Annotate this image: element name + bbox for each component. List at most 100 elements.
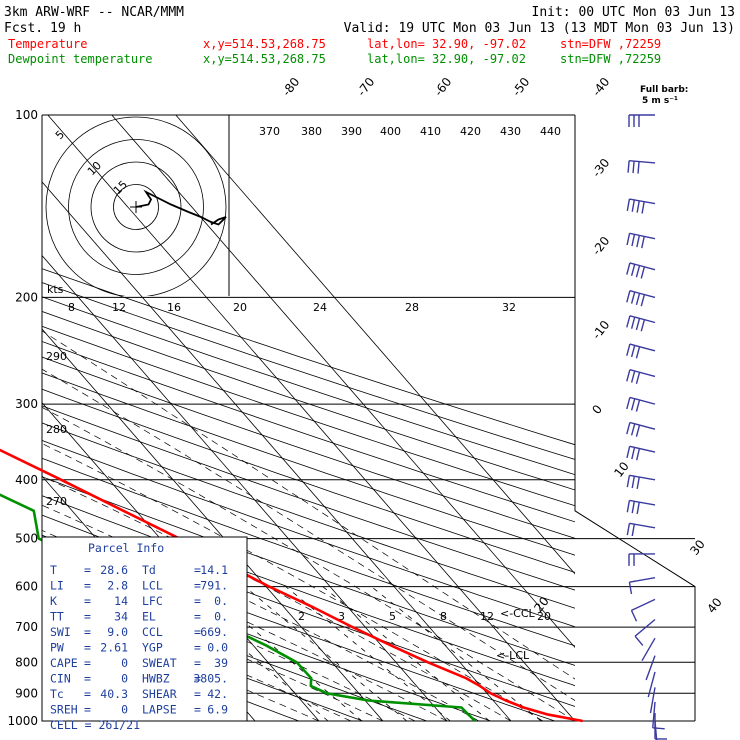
wind-barb-staff: [629, 499, 656, 506]
wind-barb-flag: [631, 476, 636, 489]
wind-barb-flag: [631, 524, 636, 537]
wind-barb-flag: [631, 447, 636, 460]
isotherm-label: -50: [509, 75, 532, 99]
parcel-row-value: 9.0: [107, 625, 128, 639]
wind-barb: [626, 343, 656, 359]
wind-barb-flag: [637, 161, 640, 174]
parcel-row-label: TT: [50, 610, 64, 624]
parcel-row-label: Td: [142, 563, 156, 577]
parcel-row-label: LCL: [142, 579, 163, 593]
parcel-row-label: SHEAR: [142, 687, 177, 701]
moist-adiabat: [42, 552, 416, 721]
wind-barb-staff: [634, 618, 656, 637]
theta-label: 440: [540, 125, 561, 138]
hodograph: 5 10 15 kts: [45, 115, 230, 296]
pressure-tick-label: 100: [15, 108, 38, 122]
isotherm-line: [47, 115, 575, 721]
barb-legend-title: Full barb:: [640, 85, 688, 95]
wind-barb-flag: [630, 398, 636, 411]
parcel-row-value: 3805.: [193, 672, 228, 686]
wind-barb-flag: [636, 448, 641, 461]
isotherm-line: [42, 181, 512, 721]
wind-barb: [626, 262, 656, 279]
wind-barb-flag: [635, 265, 641, 278]
wind-barb-flag: [626, 397, 631, 410]
parcel-row-value: 2.8: [107, 579, 128, 593]
wind-barb-flag: [626, 446, 631, 459]
parcel-info-background: [41, 536, 248, 722]
isotherm-label: 40: [704, 595, 724, 616]
wind-barb-flag: [635, 318, 641, 331]
parcel-row-value: 0.: [214, 610, 228, 624]
dry-adiabat: [42, 405, 575, 591]
parcel-row-equals: =: [194, 563, 201, 577]
parcel-row-value: 0: [121, 703, 128, 717]
parcel-row-equals: =: [84, 610, 91, 624]
parcel-row-equals: =: [194, 656, 201, 670]
wind-barb-flag: [632, 161, 635, 174]
speed-label: 12: [112, 301, 126, 314]
wind-barb-staff: [629, 522, 656, 529]
wind-barb-flag: [626, 500, 631, 513]
isotherm-label: 0: [589, 402, 605, 417]
init-time: Init: 00 UTC Mon 03 Jun 13: [532, 5, 736, 20]
isotherm-label: -70: [354, 75, 377, 99]
parcel-row-value: 28.6: [100, 563, 128, 577]
parcel-row-equals: =: [84, 703, 91, 717]
wind-barb-staff: [641, 637, 656, 662]
wind-barb-flag: [635, 293, 641, 306]
theta-label: 410: [420, 125, 441, 138]
wind-barb-flag: [640, 319, 646, 332]
wind-barb-flag: [630, 370, 636, 383]
hodograph-trace: [135, 189, 227, 226]
parcel-row-value: 6.9: [207, 703, 228, 717]
parcel-row-equals: =: [194, 610, 201, 624]
parcel-row-equals: =: [84, 641, 91, 655]
mixing-ratio-label: 8: [440, 610, 447, 623]
hodograph-ring: [90, 161, 182, 253]
wind-barb-staff: [631, 598, 656, 612]
wind-barb-flag: [631, 501, 636, 514]
hodograph-ring: [68, 139, 204, 275]
theta-label: 430: [500, 125, 521, 138]
parcel-row-equals: =: [194, 625, 201, 639]
dry-adiabat-label: 280: [46, 423, 67, 436]
parcel-row-equals: =: [84, 672, 91, 686]
wind-barb-flag: [626, 315, 631, 328]
wind-barb: [634, 618, 656, 646]
isotherm-label: -40: [589, 75, 612, 99]
wind-barb: [628, 114, 655, 127]
dew-latlon: lat,lon= 32.90, -97.02: [367, 52, 526, 66]
isotherm-label: -30: [589, 156, 612, 180]
parcel-row-label: PW: [50, 641, 64, 655]
parcel-row-value: 14: [114, 594, 128, 608]
dry-adiabat: [42, 296, 575, 476]
wind-barb-flag: [636, 502, 640, 515]
parcel-row-label: LFC: [142, 594, 163, 608]
parcel-row-value: 791.: [200, 579, 228, 593]
hodograph-ring-label: 15: [111, 178, 130, 197]
wind-barb-flag: [626, 369, 631, 382]
mixing-ratio-line: [285, 586, 451, 721]
level-markers: <-CCL <-LCL: [496, 607, 536, 662]
legend-temperature: Temperature: [8, 37, 87, 51]
mixing-ratio-label: 12: [480, 610, 494, 623]
wind-barb-flag: [641, 201, 645, 214]
wind-barb-flag: [626, 290, 631, 303]
isotherm-label: -20: [589, 234, 612, 258]
parcel-row-label: T: [50, 563, 57, 577]
wind-barb-flag: [635, 424, 641, 437]
speed-label: 16: [167, 301, 181, 314]
wind-barb: [627, 160, 656, 174]
wind-barbs: [626, 114, 667, 740]
parcel-row-value: 40.3: [100, 687, 128, 701]
speed-label: 24: [313, 301, 327, 314]
mixing-ratio-line: [170, 586, 329, 721]
wind-barb-flag: [626, 422, 631, 435]
speed-label: 32: [502, 301, 516, 314]
dry-adiabat: [42, 422, 575, 609]
wind-barb-staff: [629, 576, 656, 583]
isotherm-line: [42, 328, 384, 721]
wind-barb-flag: [626, 523, 631, 536]
mixing-ratio-line: [244, 586, 408, 721]
